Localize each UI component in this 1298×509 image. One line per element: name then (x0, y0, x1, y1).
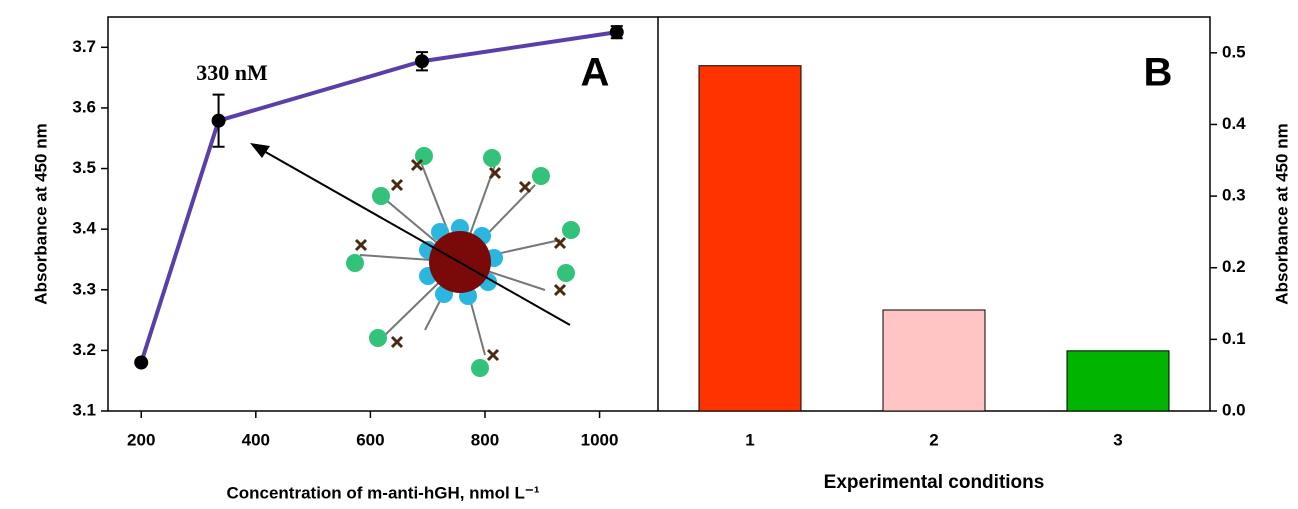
bar (1066, 350, 1170, 412)
y-tick-label: 3.2 (72, 340, 96, 359)
y-tick-label: 0.1 (1222, 329, 1246, 348)
plot-frame (107, 16, 1211, 412)
x-axis-label: Experimental conditions (824, 472, 1045, 493)
y-tick-label: 3.7 (72, 37, 96, 56)
y-axis-label: Absorbance at 450 nm (1272, 123, 1291, 304)
x-tick-label: 800 (471, 430, 499, 449)
annotation: B (1144, 51, 1173, 95)
y-tick-label: 0.4 (1222, 114, 1246, 133)
x-tick-label: 2 (929, 430, 938, 449)
y-tick-label: 0.0 (1222, 400, 1246, 419)
data-point (134, 355, 149, 370)
y-tick-label: 3.6 (72, 97, 96, 116)
y-tick-label: 0.2 (1222, 257, 1246, 276)
y-axis-label: Absorbance at 450 nm (31, 123, 50, 304)
y-tick-label: 0.5 (1222, 42, 1246, 61)
data-point (414, 54, 429, 69)
series-line (139, 30, 618, 364)
y-tick-label: 3.5 (72, 158, 96, 177)
x-tick-label: 3 (1113, 430, 1122, 449)
x-axis-label: Concentration of m-anti-hGH, nmol L⁻¹ (226, 483, 539, 502)
data-point (211, 113, 226, 128)
x-tick-label: 200 (127, 430, 155, 449)
x-tick-label: 1 (745, 430, 754, 449)
y-tick-label: 3.4 (72, 219, 96, 238)
y-tick-label: 0.3 (1222, 186, 1246, 205)
x-tick-label: 1000 (581, 430, 619, 449)
x-tick-label: 600 (356, 430, 384, 449)
x-tick-label: 400 (242, 430, 270, 449)
y-tick-label: 3.3 (72, 279, 96, 298)
data-point (609, 25, 624, 40)
nanoparticle-illustration (250, 143, 580, 377)
bar (882, 309, 986, 412)
annotation: 330 nM (196, 60, 268, 85)
bar (698, 65, 802, 412)
annotation: A (581, 51, 610, 95)
y-tick-label: 3.1 (72, 400, 96, 419)
